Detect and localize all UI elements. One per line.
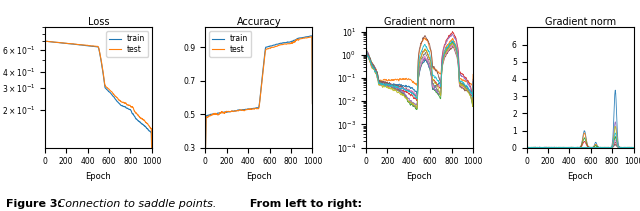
test [125,104,132,106]
test [52,41,60,43]
Legend: train, test: train, test [106,31,148,57]
test [41,78,49,81]
Line: test: test [45,41,152,158]
Title: Loss: Loss [88,17,109,27]
test [275,44,283,46]
X-axis label: Epoch: Epoch [246,172,272,181]
Text: Figure 3:: Figure 3: [6,199,63,209]
X-axis label: Epoch: Epoch [567,172,593,181]
Title: Gradient norm: Gradient norm [545,17,616,27]
test [308,36,316,38]
test [212,112,220,115]
train [245,108,253,110]
train [52,41,60,44]
test [308,103,316,105]
Title: Gradient norm: Gradient norm [384,17,455,27]
test [84,44,92,47]
test [249,108,257,110]
train [127,108,134,111]
test [127,104,134,107]
train [88,45,96,47]
Line: train: train [205,36,312,157]
train [308,35,316,37]
train [308,102,316,105]
train [115,101,122,104]
test [245,108,253,110]
train [148,161,156,164]
train [287,40,294,43]
X-axis label: Epoch: Epoch [86,172,111,181]
train [285,41,292,43]
test [287,42,294,45]
Line: test: test [205,37,312,158]
train [84,45,92,47]
test [88,45,96,47]
train [125,108,132,110]
train [202,156,209,158]
Text: Connection to saddle points.: Connection to saddle points. [54,199,217,209]
test [148,157,156,160]
Title: Accuracy: Accuracy [237,17,281,27]
Legend: train, test: train, test [209,31,251,57]
test [285,42,292,45]
train [41,78,49,80]
test [202,157,209,159]
Text: From left to right:: From left to right: [246,199,362,209]
train [212,112,220,115]
train [249,107,257,110]
train [275,42,283,45]
test [115,98,122,101]
Line: train: train [45,41,152,162]
train [42,40,49,42]
test [43,40,51,43]
X-axis label: Epoch: Epoch [406,172,433,181]
